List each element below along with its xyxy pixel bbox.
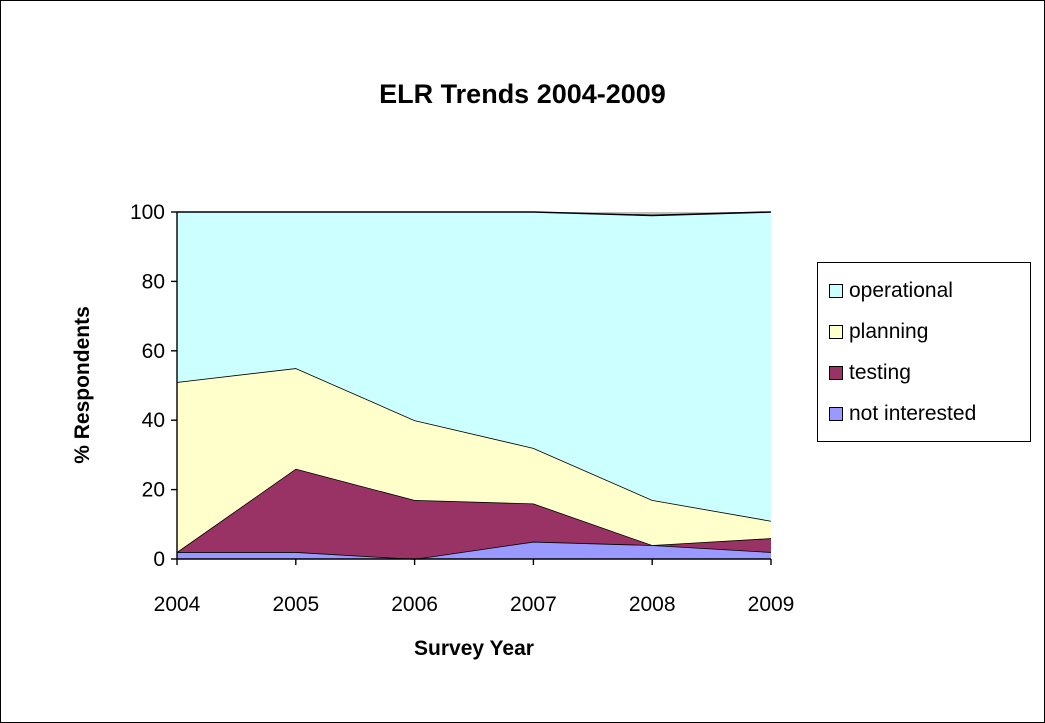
y-tick-label: 80 — [142, 270, 165, 293]
area-not-interested — [177, 541, 771, 559]
y-tick-label: 0 — [153, 548, 165, 571]
y-tick-label: 60 — [142, 340, 165, 363]
legend-swatch — [829, 324, 843, 339]
legend-item: testing — [818, 352, 1030, 393]
x-tick-label: 2004 — [154, 593, 201, 616]
x-tick-label: 2009 — [748, 593, 795, 616]
area-testing — [177, 468, 771, 559]
legend-label: testing — [849, 360, 911, 384]
chart-title: ELR Trends 2004-2009 — [379, 79, 666, 109]
legend-label: operational — [849, 278, 953, 302]
y-tick-label: 20 — [142, 479, 165, 502]
legend-item: not interested — [818, 393, 1030, 434]
line-operational — [177, 211, 772, 217]
area-operational — [177, 212, 771, 521]
legend-label: planning — [849, 319, 929, 343]
x-tick-label: 2005 — [272, 593, 319, 616]
legend-swatch — [829, 283, 843, 298]
y-tick-label: 40 — [142, 409, 165, 432]
x-tick-label: 2008 — [629, 593, 676, 616]
x-tick-label: 2007 — [510, 593, 557, 616]
area-planning — [177, 368, 771, 553]
legend-swatch — [829, 365, 843, 380]
x-axis-label: Survey Year — [414, 637, 534, 660]
legend-label: not interested — [849, 401, 977, 425]
x-tick-label: 2006 — [391, 593, 438, 616]
legend-swatch — [829, 406, 843, 421]
y-axis-label: % Respondents — [71, 306, 94, 464]
legend-item: operational — [818, 270, 1030, 311]
legend-item: planning — [818, 311, 1030, 352]
y-tick-label: 100 — [130, 201, 165, 224]
legend: operational planning testing not interested — [817, 262, 1031, 442]
